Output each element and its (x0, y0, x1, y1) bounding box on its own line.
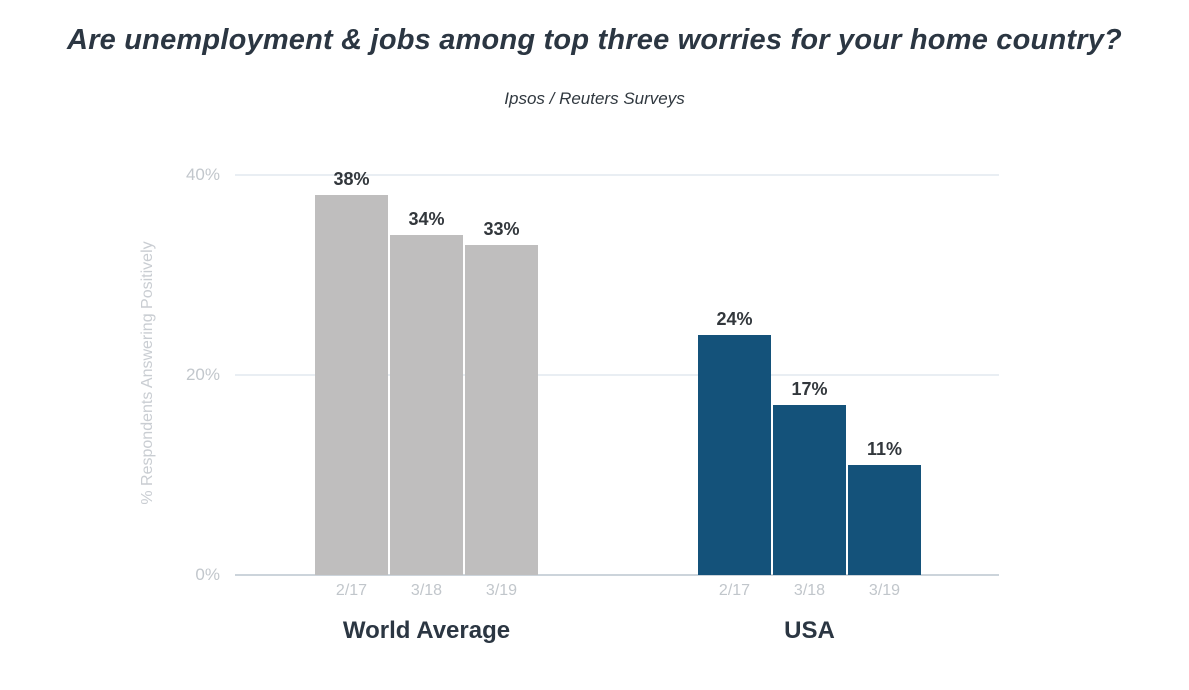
bar-value-label: 38% (333, 169, 370, 189)
bar (465, 245, 538, 575)
bar-value-label: 34% (408, 209, 445, 229)
group-label: World Average (342, 617, 511, 644)
group-label: USA (784, 617, 835, 644)
y-tick-label: 20% (185, 365, 220, 384)
x-tick-label: 3/19 (485, 582, 518, 599)
chart-title: Are unemployment & jobs among top three … (67, 24, 1122, 56)
x-tick-label: 3/18 (410, 582, 443, 599)
bar (773, 405, 846, 575)
bar-value-label: 24% (716, 309, 753, 329)
bar (848, 465, 921, 575)
x-tick-label: 3/19 (868, 582, 901, 599)
bar (315, 195, 388, 575)
gridline (235, 174, 999, 176)
bar (390, 235, 463, 575)
x-tick-label: 2/17 (335, 582, 368, 599)
bar (698, 335, 771, 575)
bar-value-label: 11% (866, 439, 903, 459)
gridline (235, 574, 999, 576)
chart-subtitle: Ipsos / Reuters Surveys (504, 89, 685, 108)
y-tick-label: 40% (185, 165, 220, 184)
gridline (235, 374, 999, 376)
y-tick-label: 0% (195, 565, 220, 584)
bar-value-label: 33% (483, 219, 520, 239)
x-tick-label: 2/17 (718, 582, 751, 599)
x-tick-label: 3/18 (793, 582, 826, 599)
bar-value-label: 17% (791, 379, 828, 399)
